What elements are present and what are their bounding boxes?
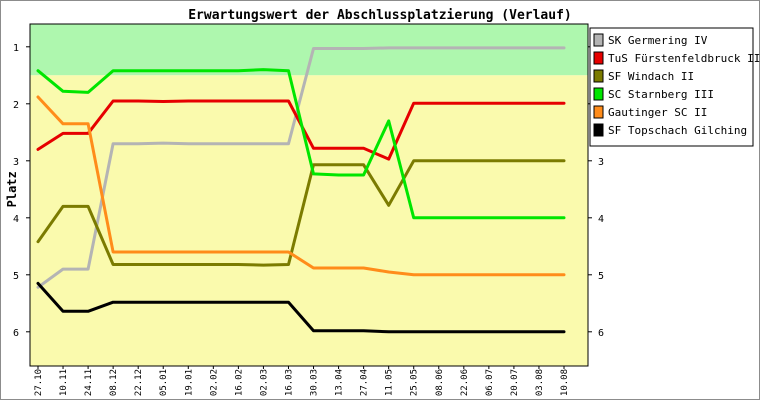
x-tick-label: 02.02 (209, 369, 219, 396)
legend-label-3: SC Starnberg III (608, 88, 714, 101)
x-tick-label: 19.01 (184, 369, 194, 396)
y-tick-label-left: 6 (13, 328, 19, 339)
y-tick-label-left: 1 (13, 43, 19, 54)
y-axis-left: 1 2 3 4 5 6 (13, 43, 30, 339)
y-axis-label: Platz (5, 171, 19, 207)
y-tick-label-right: 5 (598, 271, 604, 282)
x-tick-label: 05.01 (159, 369, 169, 396)
legend-label-0: SK Germering IV (608, 34, 708, 47)
legend-swatch-2 (593, 69, 604, 83)
series-line-2 (36, 159, 566, 267)
plot-border (29, 23, 589, 367)
legend-label-5: SF Topschach Gilching (608, 124, 747, 137)
y-tick-label-left: 5 (13, 271, 19, 282)
x-tick-label: 16.02 (234, 369, 244, 396)
legend-swatch-5 (593, 123, 604, 137)
band-1 (30, 75, 588, 367)
chart-title: Erwartungswert der Abschlussplatzierung … (188, 8, 572, 23)
x-tick-label: 25.05 (410, 369, 420, 396)
y-tick-label-left: 3 (13, 157, 19, 168)
y-tick-label-right: 3 (598, 157, 604, 168)
series-lines (36, 46, 566, 334)
y-tick-label-left: 2 (13, 100, 19, 111)
x-tick-label: 06.07 (485, 369, 495, 396)
legend-label-4: Gautinger SC II (608, 106, 707, 119)
x-tick-label: 08.06 (435, 369, 445, 396)
legend-label-1: TuS Fürstenfeldbruck III (608, 52, 760, 65)
x-tick-label: 03.08 (535, 369, 545, 396)
y-tick-label-right: 4 (598, 214, 604, 225)
legend-box (589, 27, 754, 147)
x-tick-label: 27.10 (34, 369, 44, 396)
legend-swatch-3 (593, 87, 604, 101)
legend-label-2: SF Windach II (608, 70, 694, 83)
series-line-0 (36, 46, 566, 289)
series-line-4 (36, 95, 566, 277)
x-axis: 27.10 10.11 24.11 08.12 22.12 05.01 19.01 02.02… (34, 366, 570, 396)
x-tick-label: 10.11 (59, 369, 69, 396)
series-line-3 (36, 68, 566, 220)
series-line-5 (36, 281, 566, 334)
x-tick-label: 11.05 (385, 369, 395, 396)
y-tick-label-right: 6 (598, 328, 604, 339)
background-bands (30, 24, 588, 367)
plot-area (29, 23, 589, 367)
x-tick-label: 02.03 (259, 369, 269, 396)
legend: SK Germering IV TuS Fürstenfeldbruck III S… (589, 27, 760, 147)
x-tick-label: 20.07 (510, 369, 520, 396)
x-tick-label: 24.11 (84, 369, 94, 396)
x-tick-label: 22.06 (460, 369, 470, 396)
x-tick-label: 10.08 (560, 369, 570, 396)
legend-swatch-0 (593, 33, 604, 47)
x-tick-label: 08.12 (109, 369, 119, 396)
x-tick-label: 16.03 (284, 369, 294, 396)
legend-swatch-1 (593, 51, 604, 65)
x-tick-label: 22.12 (134, 369, 144, 396)
y-tick-label-left: 4 (13, 214, 19, 225)
x-tick-label: 13.04 (335, 369, 345, 396)
legend-swatch-4 (593, 105, 604, 119)
x-tick-label: 27.04 (360, 369, 370, 396)
x-tick-label: 30.03 (310, 369, 320, 396)
